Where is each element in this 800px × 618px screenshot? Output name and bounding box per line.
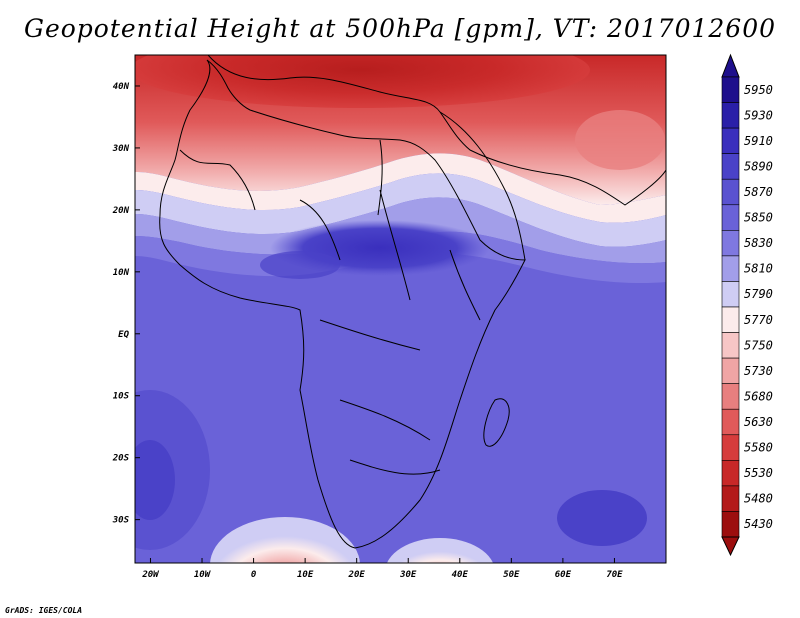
red-sea-arabia-coastline [439,111,526,261]
colorbar-swatch [721,127,740,154]
lon-label: 10W [194,570,212,580]
colorbar-level-label: 5430 [744,517,773,531]
eurasia-coastline [207,55,666,206]
colorbar-swatch [721,102,740,129]
field-asia-trough [575,110,665,170]
colorbar-swatch [721,460,740,487]
lon-label: 30E [399,570,417,580]
colorbar-swatch [721,76,740,103]
coastlines [159,55,666,549]
field-high-south-atlantic-core [135,440,175,520]
colorbar-level-label: 5930 [744,108,773,122]
lon-label: 40E [452,570,469,580]
colorbar-level-label: 5730 [744,364,773,378]
colorbar-level-label: 5870 [744,185,773,199]
height-field [135,55,666,563]
field-south-trough-1 [210,517,360,563]
map-frame [134,54,667,564]
colorbar-level-label: 5580 [744,441,773,455]
africa-coastline [159,59,526,549]
colorbar-level-label: 5810 [744,262,773,276]
field-south-trough-2 [386,538,494,563]
colorbar-level-label: 5890 [744,159,773,173]
colorbar-level-label: 5950 [744,83,773,97]
colorbar: 5950 5930 5910 5890 5870 5850 5830 5810 5790 5770… [721,53,773,557]
colorbar-swatch [721,332,740,359]
colorbar-level-label: 5480 [744,492,773,506]
colorbar-swatch [721,485,740,512]
madagascar-coastline [483,398,510,447]
colorbar-swatch [721,255,740,282]
colorbar-swatch [721,281,740,308]
lon-label: 0 [251,570,257,580]
lat-label: 30S [112,516,130,526]
colorbar-level-label: 5530 [744,466,773,480]
field-5770-band [135,153,666,223]
lon-label: 10E [297,570,314,580]
colorbar-level-label: 5770 [744,313,773,327]
lat-label: EQ [118,330,129,340]
colorbar-level-label: 5850 [744,211,773,225]
colorbar-level-label: 5830 [744,236,773,250]
field-5790-band [135,173,666,247]
lon-label: 20E [348,570,366,580]
colorbar-swatch [721,153,740,180]
lat-label: 30N [112,144,130,154]
lon-label: 50E [503,570,520,580]
lon-label: 60E [555,570,572,580]
field-high-west [260,251,340,279]
colorbar-swatch [721,204,740,231]
lat-label: 20N [112,206,130,216]
colorbar-swatch [721,178,740,206]
colorbar-bottom-arrow [721,536,740,557]
colorbar-level-label: 5750 [744,338,773,352]
grads-credit: GrADS: IGES/COLA [5,606,83,615]
colorbar-level-label: 5680 [744,389,773,403]
lat-label: 10S [113,392,130,402]
colorbar-swatch [721,230,740,257]
field-mediterranean-low [135,55,590,108]
colorbar-swatch [721,511,740,538]
colorbar-swatch [721,383,740,410]
chart-title: Geopotential Height at 500hPa [gpm], VT:… [23,14,777,43]
colorbar-swatch [721,434,740,461]
colorbar-level-label: 5910 [744,134,773,148]
lat-label: 40N [113,82,130,92]
longitude-labels: 20W 10W 0 10E 20E 30E 40E 50E 60E 70E [141,558,623,580]
lat-label: 10N [113,268,130,278]
lon-label: 70E [606,570,623,580]
lon-label: 20W [141,570,160,580]
colorbar-swatch [721,357,740,384]
field-high-indian-ocean [557,490,647,546]
colorbar-top-arrow [721,53,740,78]
colorbar-level-label: 5630 [744,415,773,429]
colorbar-swatch [721,408,740,436]
colorbar-swatch [721,306,740,333]
colorbar-level-label: 5790 [744,287,773,301]
lat-label: 20S [112,454,130,464]
country-borders [179,139,481,475]
latitude-labels: 40N 30N 20N 10N EQ 10S 20S 30S [112,82,140,526]
